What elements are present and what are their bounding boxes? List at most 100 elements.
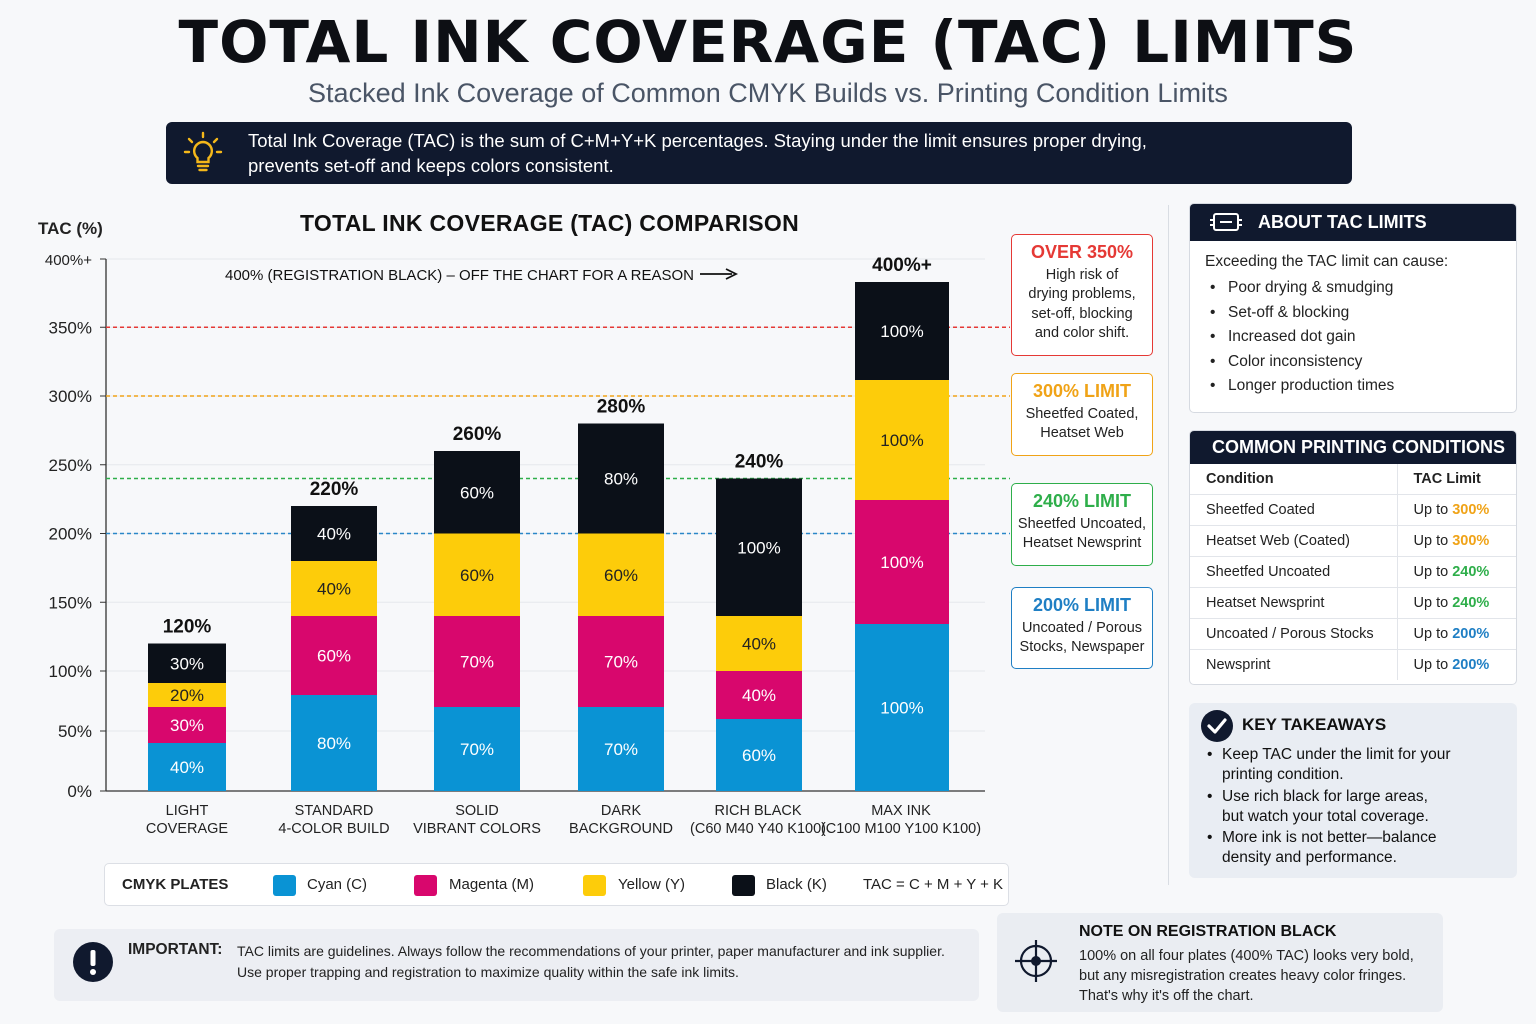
about-item: Set-off & blocking xyxy=(1205,304,1516,329)
legend-label-yellow: Yellow (Y) xyxy=(618,876,685,893)
limit-box-text: Heatset Newsprint xyxy=(1022,535,1142,551)
segment-label: 60% xyxy=(742,746,776,765)
bar-total-label: 220% xyxy=(310,479,359,500)
bar-segment-yellow xyxy=(716,616,802,671)
segment-label: 70% xyxy=(460,653,494,672)
vertical-divider xyxy=(1168,205,1169,885)
y-tick-label: 300% xyxy=(49,387,92,406)
important-line-2: Use proper trapping and registration to … xyxy=(237,964,739,980)
segment-label: 40% xyxy=(742,686,776,705)
column-header-condition: Condition xyxy=(1206,470,1274,487)
segment-label: 60% xyxy=(460,483,494,502)
limit-box-text: and color shift. xyxy=(1034,325,1130,341)
stacked-bar-chart: 0% 50% 100% 150% 200% 250% 300% 350% 400%+ 400% (… xyxy=(45,252,1010,837)
limit-box-title: OVER 350% xyxy=(1030,242,1134,262)
y-tick-label: 150% xyxy=(49,593,92,612)
condition-cell: Sheetfed Uncoated xyxy=(1190,555,1397,587)
limit-box-title: 300% LIMIT xyxy=(1032,381,1132,401)
limit-box-text: drying problems, xyxy=(1028,286,1136,302)
limit-box: 200% LIMIT Uncoated / Porous Stocks, Newsp… xyxy=(1011,587,1153,669)
x-category-label: SOLID xyxy=(455,803,499,819)
key-takeaways-list: Keep TAC under the limit for yourprintin… xyxy=(1207,745,1507,870)
x-category-label: VIBRANT COLORS xyxy=(413,821,541,837)
exclamation-icon xyxy=(73,942,113,982)
segment-label: 30% xyxy=(170,716,204,735)
segment-label: 70% xyxy=(604,740,638,759)
bar-segment-yellow xyxy=(148,683,226,707)
bar-segment-yellow xyxy=(291,561,377,616)
limit-box: 240% LIMIT Sheetfed Uncoated, Heatset News… xyxy=(1011,483,1153,566)
bar-segment-magenta xyxy=(855,500,949,624)
condition-cell: Heatset Web (Coated) xyxy=(1190,524,1397,556)
tac-limit-cell: Up to 300% xyxy=(1396,493,1516,525)
bar-total-label: 120% xyxy=(163,617,212,638)
x-category-label: LIGHT xyxy=(166,803,209,819)
legend-label-magenta: Magenta (M) xyxy=(449,876,535,893)
key-takeaways-panel: KEY TAKEAWAYS Keep TAC under the limit f… xyxy=(1189,703,1517,878)
table-row: Sheetfed Coated Up to 300% xyxy=(1190,493,1516,525)
about-intro: Exceeding the TAC limit can cause: xyxy=(1205,253,1449,270)
important-line-1: TAC limits are guidelines. Always follow… xyxy=(237,943,945,959)
note-line: That's why it's off the chart. xyxy=(1079,988,1254,1004)
bar-segment-cyan xyxy=(434,707,520,791)
x-category-label: 4-COLOR BUILD xyxy=(278,821,389,837)
bar-segment-black xyxy=(291,506,377,561)
limit-box-text: Uncoated / Porous xyxy=(1021,619,1143,636)
tac-limit-cell: Up to 240% xyxy=(1396,586,1516,618)
segment-label: 80% xyxy=(604,470,638,489)
x-category-label: COVERAGE xyxy=(146,821,229,837)
segment-label: 60% xyxy=(317,647,351,666)
key-takeaways-title: KEY TAKEAWAYS xyxy=(1242,715,1387,734)
bar-segment-black xyxy=(578,423,664,534)
legend-swatch-black xyxy=(732,875,755,896)
note-line: but any misregistration creates heavy co… xyxy=(1079,968,1407,984)
y-tick-label: 0% xyxy=(67,782,92,801)
segment-label: 100% xyxy=(880,553,923,572)
about-list: Poor drying & smudging Set-off & blockin… xyxy=(1205,279,1516,402)
bar-segment-cyan xyxy=(716,719,802,791)
segment-label: 70% xyxy=(604,653,638,672)
segment-label: 40% xyxy=(170,758,204,777)
about-panel-title: ABOUT TAC LIMITS xyxy=(1258,212,1427,232)
lightbulb-icon xyxy=(183,131,223,172)
y-tick-label: 400%+ xyxy=(45,252,92,269)
bar-segment-magenta xyxy=(434,616,520,707)
note-title: NOTE ON REGISTRATION BLACK xyxy=(1079,923,1337,940)
y-axis-title: TAC (%) xyxy=(38,219,103,238)
page-title: TOTAL INK COVERAGE (TAC) LIMITS xyxy=(178,8,1358,76)
limit-box: 300% LIMIT Sheetfed Coated, Heatset Web xyxy=(1011,373,1153,456)
tac-limit-cell: Up to 200% xyxy=(1396,617,1516,649)
limit-box-title: 240% LIMIT xyxy=(1032,491,1132,511)
limit-box-text: Sheetfed Coated, xyxy=(1025,405,1139,422)
y-tick-label: 350% xyxy=(49,318,92,337)
y-tick-label: 250% xyxy=(49,456,92,475)
segment-label: 80% xyxy=(317,734,351,753)
legend-label-black: Black (K) xyxy=(766,876,827,893)
x-category-label: DARK xyxy=(601,803,642,819)
bar-segment-black xyxy=(855,282,949,380)
segment-label: 40% xyxy=(742,635,776,654)
tac-limit-cell: Up to 200% xyxy=(1396,648,1516,680)
about-item: Poor drying & smudging xyxy=(1205,279,1516,304)
segment-label: 100% xyxy=(880,431,923,450)
y-tick-label: 100% xyxy=(49,662,92,681)
info-text-line-1: Total Ink Coverage (TAC) is the sum of C… xyxy=(248,130,1147,151)
limit-box-text: Stocks, Newspaper xyxy=(1019,639,1145,655)
bar-segment-yellow xyxy=(855,380,949,500)
bar-segment-magenta xyxy=(578,616,664,707)
table-row: Newsprint Up to 200% xyxy=(1190,648,1516,680)
conditions-panel-title: COMMON PRINTING CONDITIONS xyxy=(1190,431,1516,464)
table-row: Sheetfed Uncoated Up to 240% xyxy=(1190,555,1516,587)
bar-segment-cyan xyxy=(148,743,226,791)
legend-swatch-cyan xyxy=(273,875,296,896)
x-category-label: BACKGROUND xyxy=(569,821,673,837)
bar-segment-magenta xyxy=(716,671,802,719)
segment-label: 60% xyxy=(460,566,494,585)
table-row: Heatset Web (Coated) Up to 300% xyxy=(1190,524,1516,556)
bar-segment-yellow xyxy=(578,533,664,616)
bar-total-label: 400%+ xyxy=(872,255,932,276)
conditions-panel: COMMON PRINTING CONDITIONS Condition TAC… xyxy=(1189,430,1517,685)
limit-box-text: Heatset Web xyxy=(1040,425,1124,441)
limit-box-title: 200% LIMIT xyxy=(1032,595,1132,615)
x-category-label: RICH BLACK xyxy=(714,803,801,819)
